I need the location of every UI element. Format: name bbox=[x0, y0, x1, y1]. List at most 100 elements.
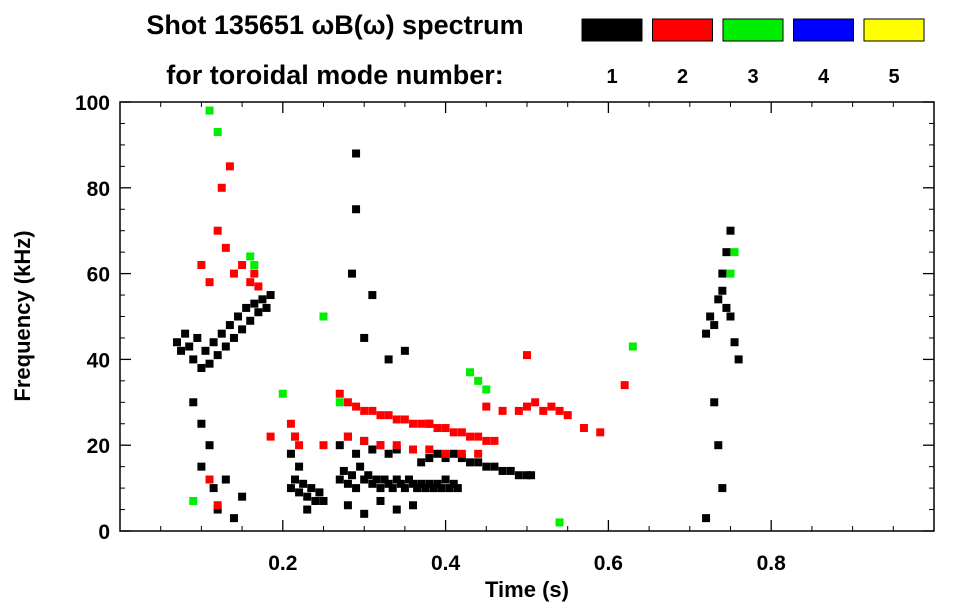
data-point-mode-1 bbox=[376, 484, 385, 493]
data-point-mode-1 bbox=[352, 149, 361, 158]
data-point-mode-1 bbox=[527, 471, 536, 480]
data-point-mode-1 bbox=[347, 269, 356, 278]
data-point-mode-2 bbox=[335, 389, 344, 398]
data-point-mode-1 bbox=[209, 338, 218, 347]
data-point-mode-2 bbox=[531, 398, 540, 407]
data-point-mode-1 bbox=[189, 355, 198, 364]
x-tick-label: 0.6 bbox=[594, 552, 623, 575]
data-point-mode-3 bbox=[555, 518, 564, 527]
x-axis-title: Time (s) bbox=[485, 577, 569, 602]
data-point-mode-1 bbox=[449, 479, 458, 488]
data-point-mode-2 bbox=[466, 432, 475, 441]
data-point-mode-1 bbox=[209, 484, 218, 493]
data-point-mode-3 bbox=[250, 261, 259, 270]
data-point-mode-3 bbox=[246, 252, 255, 261]
data-point-mode-2 bbox=[392, 441, 401, 450]
data-point-mode-1 bbox=[299, 479, 308, 488]
data-point-mode-1 bbox=[392, 445, 401, 454]
data-point-mode-2 bbox=[291, 432, 300, 441]
data-point-mode-1 bbox=[343, 501, 352, 510]
y-axis-title: Frequency (kHz) bbox=[10, 230, 35, 401]
data-point-mode-1 bbox=[339, 466, 348, 475]
data-point-mode-1 bbox=[409, 479, 418, 488]
data-point-mode-1 bbox=[246, 316, 255, 325]
data-point-mode-1 bbox=[413, 484, 422, 493]
data-point-mode-1 bbox=[360, 509, 369, 518]
data-point-mode-1 bbox=[441, 454, 450, 463]
data-point-mode-1 bbox=[453, 484, 462, 493]
y-tick-label: 20 bbox=[87, 435, 110, 458]
x-tick-label: 0.4 bbox=[431, 552, 461, 575]
data-point-mode-1 bbox=[718, 286, 727, 295]
data-point-mode-1 bbox=[368, 291, 377, 300]
legend-label-4: 4 bbox=[818, 66, 830, 88]
data-point-mode-2 bbox=[596, 428, 605, 437]
data-point-mode-2 bbox=[514, 406, 523, 415]
data-point-mode-2 bbox=[238, 261, 247, 270]
data-point-mode-1 bbox=[396, 479, 405, 488]
data-point-mode-1 bbox=[221, 342, 230, 351]
data-point-mode-2 bbox=[254, 282, 263, 291]
data-point-mode-3 bbox=[474, 376, 483, 385]
data-point-mode-2 bbox=[221, 243, 230, 252]
data-point-mode-2 bbox=[482, 402, 491, 411]
data-point-mode-1 bbox=[722, 303, 731, 312]
data-point-mode-2 bbox=[286, 419, 295, 428]
data-point-mode-2 bbox=[400, 415, 409, 424]
data-point-mode-2 bbox=[441, 449, 450, 458]
legend-label-5: 5 bbox=[888, 66, 899, 88]
data-point-mode-3 bbox=[189, 496, 198, 505]
data-point-mode-1 bbox=[343, 479, 352, 488]
data-point-mode-1 bbox=[181, 329, 190, 338]
data-point-mode-2 bbox=[213, 501, 222, 510]
data-point-mode-2 bbox=[579, 424, 588, 433]
data-point-mode-2 bbox=[425, 419, 434, 428]
data-point-mode-1 bbox=[238, 492, 247, 501]
data-point-mode-1 bbox=[335, 441, 344, 450]
data-point-mode-1 bbox=[706, 312, 715, 321]
legend-label-3: 3 bbox=[747, 66, 758, 88]
x-tick-label: 0.2 bbox=[268, 552, 297, 575]
data-point-mode-1 bbox=[250, 299, 259, 308]
legend-swatch-3 bbox=[722, 18, 784, 42]
data-point-mode-1 bbox=[429, 484, 438, 493]
legend-swatch-4 bbox=[793, 18, 854, 42]
data-point-mode-1 bbox=[295, 488, 304, 497]
data-point-mode-1 bbox=[205, 441, 214, 450]
data-layer bbox=[172, 106, 743, 527]
data-point-mode-2 bbox=[474, 432, 483, 441]
data-point-mode-1 bbox=[388, 484, 397, 493]
data-point-mode-2 bbox=[620, 381, 629, 390]
data-point-mode-2 bbox=[319, 441, 328, 450]
data-point-mode-1 bbox=[360, 475, 369, 484]
data-point-mode-2 bbox=[343, 398, 352, 407]
data-point-mode-1 bbox=[262, 303, 271, 312]
data-point-mode-1 bbox=[311, 496, 320, 505]
data-point-mode-1 bbox=[352, 449, 361, 458]
data-point-mode-1 bbox=[266, 291, 275, 300]
data-point-mode-1 bbox=[286, 484, 295, 493]
data-point-mode-2 bbox=[457, 449, 466, 458]
data-point-mode-2 bbox=[563, 411, 572, 420]
data-point-mode-1 bbox=[372, 475, 381, 484]
data-point-mode-2 bbox=[295, 441, 304, 450]
data-point-mode-1 bbox=[197, 419, 206, 428]
data-point-mode-1 bbox=[303, 505, 312, 514]
data-point-mode-1 bbox=[490, 462, 499, 471]
data-point-mode-2 bbox=[197, 261, 206, 270]
y-tick-label: 40 bbox=[87, 349, 110, 372]
data-point-mode-1 bbox=[368, 479, 377, 488]
data-point-mode-2 bbox=[360, 406, 369, 415]
data-point-mode-1 bbox=[433, 479, 442, 488]
data-point-mode-1 bbox=[445, 484, 454, 493]
data-point-mode-1 bbox=[384, 355, 393, 364]
chart-title: Shot 135651 ωB(ω) spectrum bbox=[146, 10, 523, 40]
data-point-mode-1 bbox=[380, 475, 389, 484]
data-point-mode-1 bbox=[229, 333, 238, 342]
y-tick-label: 80 bbox=[87, 178, 110, 201]
data-point-mode-1 bbox=[172, 338, 181, 347]
data-point-mode-1 bbox=[730, 338, 739, 347]
data-point-mode-1 bbox=[376, 496, 385, 505]
data-point-mode-1 bbox=[425, 479, 434, 488]
chart-subtitle: for toroidal mode number: bbox=[166, 60, 504, 90]
